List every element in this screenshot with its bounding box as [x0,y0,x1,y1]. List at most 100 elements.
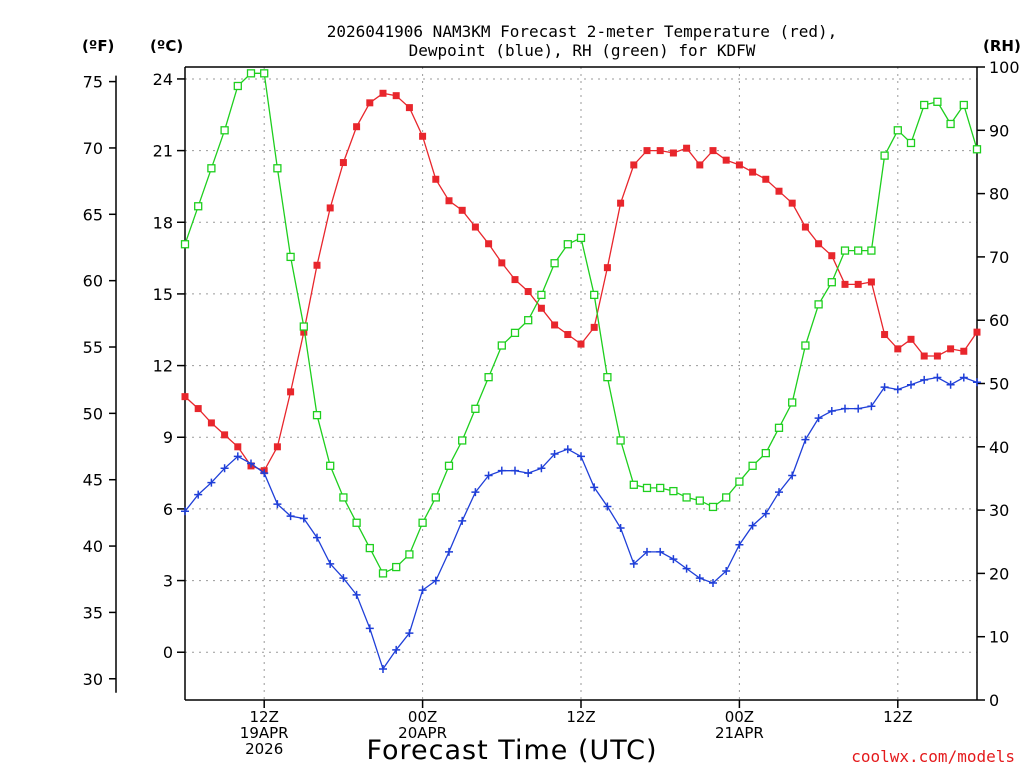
temperature-marker [630,161,638,169]
x-tick-label: 00Z [408,708,437,726]
dewpoint-marker [880,383,889,392]
fahrenheit-tick-label: 50 [83,404,103,423]
temperature-marker [854,280,862,288]
fahrenheit-unit-label: (ºF) [82,37,114,55]
fahrenheit-tick-label: 40 [83,537,103,556]
x-tick-label: 21APR [715,724,764,742]
rh-marker [405,550,414,559]
temperature-marker [749,168,757,176]
rh-marker [933,97,942,106]
temperature-marker [867,278,875,286]
rh-marker [194,202,203,211]
rh-marker [576,233,586,243]
axes: 30 35 40 45 50 55 60 65 70 75 0 3 6 9 12 15 18 21 24 0 10 20 3… [83,58,1020,758]
rh-marker [788,398,797,407]
rh-marker [735,477,744,486]
temperature-marker [458,206,466,214]
dewpoint-marker [431,576,440,585]
temperature-marker [947,345,955,353]
temperature-marker [537,304,545,312]
celsius-tick-label: 12 [153,357,173,376]
dewpoint-marker [801,435,810,444]
rh-marker [867,246,876,255]
fahrenheit-tick-label: 45 [83,471,103,490]
temperature-marker [907,335,915,343]
rh-marker [444,461,454,470]
temperature-marker [828,252,836,260]
rh-marker [207,164,216,173]
fahrenheit-tick-label: 65 [83,205,103,224]
temperature-marker [669,149,677,157]
celsius-tick-label: 18 [153,213,173,232]
temperature-marker [498,259,506,267]
temperature-marker [287,388,295,396]
dewpoint-marker [616,524,625,533]
x-tick-label: 12Z [566,708,595,726]
rh-tick-label: 90 [989,121,1009,140]
fahrenheit-tick-label: 70 [83,139,103,158]
dewpoint-marker [352,590,361,599]
dewpoint-marker [722,567,731,576]
celsius-tick-label: 21 [153,142,173,161]
temperature-marker [881,331,889,339]
dewpoint-marker [563,445,572,454]
celsius-tick-label: 6 [163,500,173,519]
rh-marker [458,436,467,445]
dewpoint-marker [207,478,216,487]
rh-marker [233,81,242,91]
rh-tick-label: 0 [989,691,999,710]
dewpoint-marker [682,564,691,573]
rh-marker [814,300,823,309]
rh-unit-label: (RH) [983,37,1021,55]
dewpoint-marker [458,516,467,525]
temperature-marker [471,223,479,231]
dewpoint-marker [339,574,348,583]
temperature-marker [313,261,321,269]
temperature-marker [405,104,413,112]
dewpoint-marker [511,466,519,475]
rh-marker [431,493,440,502]
series-rh [180,69,982,578]
fahrenheit-tick-label: 60 [83,272,103,291]
temperature-marker [273,443,281,451]
dewpoint-marker [273,500,282,509]
rh-marker [510,328,520,338]
dewpoint-marker [365,624,374,633]
dewpoint-marker [788,471,797,480]
temperature-marker [524,288,532,296]
temperature-marker [366,99,374,107]
dewpoint-marker [260,469,269,478]
temperature-marker [973,328,981,336]
temperature-marker [762,175,770,183]
dewpoint-marker [643,547,651,556]
fahrenheit-tick-label: 75 [83,73,103,92]
rh-marker [550,259,559,268]
celsius-unit-label: (ºC) [150,37,183,55]
rh-marker [537,290,546,300]
fahrenheit-tick-label: 30 [83,670,103,689]
temperature-marker [300,328,308,336]
series-2-meter-temperature [181,89,981,475]
temperature-marker [392,92,400,100]
rh-tick-label: 20 [989,564,1009,583]
rh-marker [339,493,348,502]
temperature-marker [643,147,651,155]
rh-marker [616,436,625,445]
rh-marker [590,290,599,300]
rh-marker [946,119,955,129]
rh-marker [656,483,665,493]
temperature-marker [801,223,809,231]
dewpoint-marker [867,402,876,411]
rh-marker [854,246,863,255]
rh-tick-label: 80 [989,185,1009,204]
temperature-marker [894,345,902,353]
temperature-marker [960,347,968,355]
series-dewpoint [181,373,981,673]
dewpoint-marker [286,512,295,521]
rh-marker [273,164,282,173]
dewpoint-marker [181,507,189,516]
dewpoint-marker [854,404,863,413]
rh-marker [708,502,718,512]
